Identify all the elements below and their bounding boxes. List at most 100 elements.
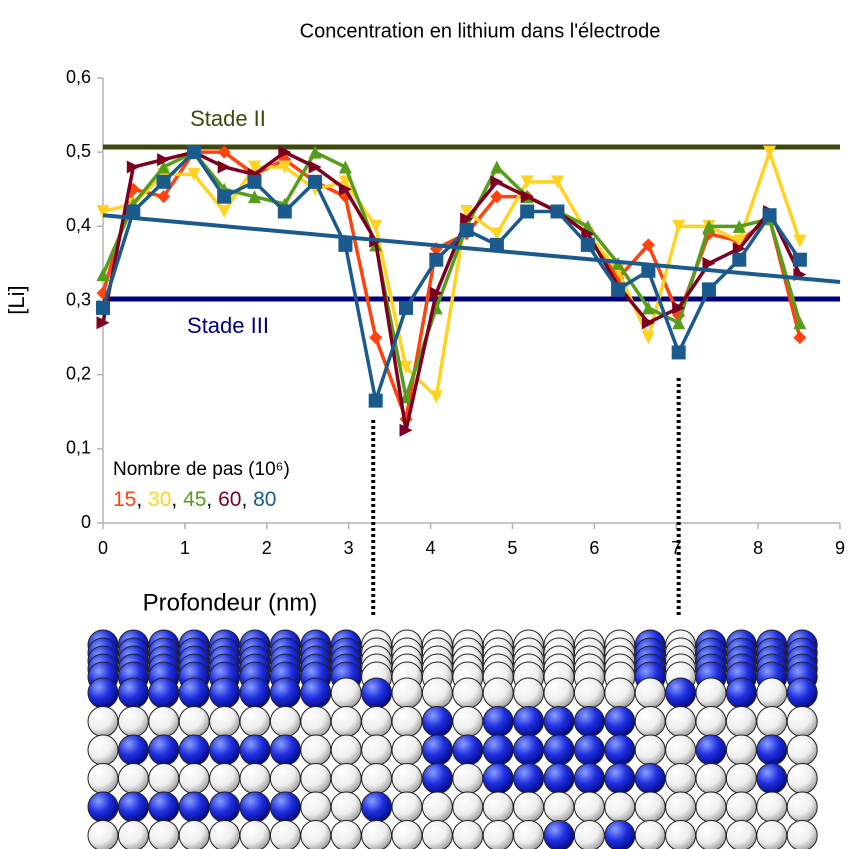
atom	[634, 677, 666, 709]
atom	[695, 677, 727, 709]
atom	[513, 706, 545, 737]
atom	[543, 791, 575, 823]
atom	[361, 677, 393, 709]
data-point	[550, 204, 565, 219]
atom	[239, 677, 271, 709]
atom	[87, 706, 119, 737]
data-point	[186, 145, 201, 160]
data-point	[732, 219, 746, 233]
atom	[239, 734, 271, 766]
data-point	[550, 175, 564, 189]
x-tick-label: 0	[98, 538, 108, 558]
atom	[786, 677, 818, 709]
atom	[148, 677, 180, 709]
legend-separator: ,	[206, 488, 218, 511]
data-point	[792, 252, 807, 267]
data-point	[580, 237, 595, 252]
x-axis-label: Profondeur (nm)	[143, 589, 318, 616]
atom	[786, 820, 818, 849]
atom	[725, 791, 757, 823]
data-point	[308, 145, 322, 159]
atom	[269, 706, 301, 737]
atom	[513, 677, 545, 709]
atom	[634, 706, 666, 737]
atom	[239, 706, 271, 737]
data-point	[308, 160, 322, 174]
atom	[756, 820, 788, 849]
atom	[513, 820, 545, 849]
atom	[148, 791, 180, 823]
x-tick-label: 7	[671, 538, 681, 558]
atom	[87, 677, 119, 709]
data-point	[217, 145, 231, 159]
atom	[665, 763, 697, 794]
atom	[300, 820, 332, 849]
atom	[239, 763, 271, 794]
data-point	[732, 234, 746, 248]
atom	[786, 791, 818, 823]
atom	[573, 763, 605, 794]
atom	[330, 791, 362, 823]
atom	[421, 763, 453, 794]
x-tick-label: 1	[180, 538, 190, 558]
atom	[695, 763, 727, 794]
data-point	[399, 360, 413, 374]
atom	[482, 791, 514, 823]
atom	[604, 706, 636, 737]
atom	[300, 763, 332, 794]
atom	[725, 763, 757, 794]
atom	[604, 734, 636, 766]
atom	[209, 791, 241, 823]
data-point	[278, 145, 292, 159]
x-tick-label: 5	[507, 538, 517, 558]
atom	[482, 820, 514, 849]
data-point	[126, 204, 141, 219]
data-point	[96, 268, 110, 282]
data-point	[187, 167, 201, 181]
atom	[300, 791, 332, 823]
legend-separator: ,	[136, 488, 148, 511]
data-point	[217, 205, 231, 218]
atom	[725, 734, 757, 766]
data-point	[157, 190, 171, 204]
atom	[604, 677, 636, 709]
atom	[148, 734, 180, 766]
atom	[665, 677, 697, 709]
atom	[269, 677, 301, 709]
atom	[634, 791, 666, 823]
atom	[361, 820, 393, 849]
atom	[178, 677, 210, 709]
atom	[391, 734, 423, 766]
atom	[695, 706, 727, 737]
atom	[665, 791, 697, 823]
atom	[391, 763, 423, 794]
atom	[117, 734, 149, 766]
atom	[543, 820, 575, 849]
data-point	[672, 219, 686, 233]
data-point	[460, 212, 474, 226]
atom	[756, 706, 788, 737]
data-point	[96, 300, 110, 315]
chart-title: Concentration en lithium dans l'électrod…	[300, 20, 661, 42]
atom	[178, 820, 210, 849]
data-point	[369, 331, 383, 345]
reference-label: Stade III	[187, 313, 269, 338]
data-point	[368, 393, 383, 408]
data-point	[732, 252, 747, 267]
atom	[695, 791, 727, 823]
atom	[482, 677, 514, 709]
series-line	[101, 149, 802, 404]
atom	[513, 763, 545, 794]
atom	[421, 734, 453, 766]
data-point	[247, 190, 261, 204]
data-point	[490, 160, 504, 174]
data-point	[338, 160, 352, 174]
data-point	[762, 208, 777, 223]
data-point	[702, 219, 716, 233]
data-point	[641, 301, 655, 315]
data-point	[459, 223, 474, 238]
atom	[573, 734, 605, 766]
atom	[665, 706, 697, 737]
trendline	[102, 213, 841, 284]
